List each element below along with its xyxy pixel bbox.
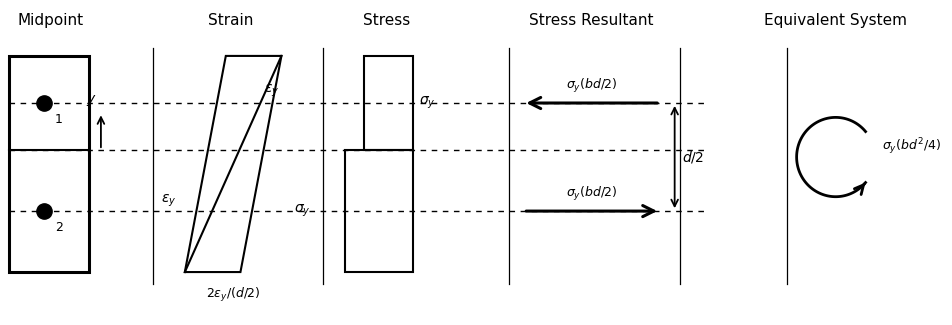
- Text: Midpoint: Midpoint: [17, 13, 83, 28]
- Text: $\sigma_y(bd/2)$: $\sigma_y(bd/2)$: [565, 77, 617, 95]
- Text: $\varepsilon_y$: $\varepsilon_y$: [161, 193, 176, 209]
- Text: $\sigma_y(bd^2/4)$: $\sigma_y(bd^2/4)$: [882, 137, 941, 157]
- Text: $\sigma_y$: $\sigma_y$: [419, 95, 435, 111]
- Text: $\sigma_y(bd/2)$: $\sigma_y(bd/2)$: [565, 185, 617, 203]
- Text: $\varepsilon_y$: $\varepsilon_y$: [264, 83, 279, 99]
- Text: 2: 2: [55, 221, 63, 234]
- Text: $d/2$: $d/2$: [682, 149, 704, 165]
- Text: Equivalent System: Equivalent System: [764, 13, 906, 28]
- Text: 1: 1: [55, 113, 63, 126]
- Text: $y$: $y$: [86, 94, 96, 109]
- Text: $\sigma_y$: $\sigma_y$: [294, 203, 310, 219]
- Text: Strain: Strain: [208, 13, 253, 28]
- Text: Stress Resultant: Stress Resultant: [529, 13, 653, 28]
- Text: Stress: Stress: [363, 13, 410, 28]
- Text: $2\varepsilon_y/(d/2)$: $2\varepsilon_y/(d/2)$: [206, 286, 260, 304]
